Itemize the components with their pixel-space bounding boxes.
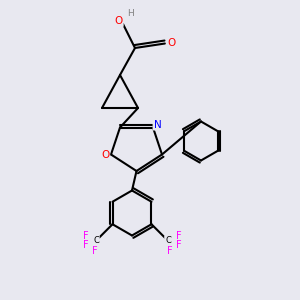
Text: O: O (101, 149, 109, 160)
Text: F: F (83, 231, 88, 241)
Text: F: F (83, 240, 88, 250)
Text: F: F (167, 246, 172, 256)
Text: N: N (154, 119, 161, 130)
Text: C: C (165, 236, 171, 245)
Text: H: H (127, 9, 134, 18)
Text: F: F (176, 240, 181, 250)
Text: F: F (92, 246, 97, 256)
Text: F: F (176, 231, 181, 241)
Text: C: C (93, 236, 99, 245)
Text: O: O (114, 16, 123, 26)
Text: O: O (167, 38, 175, 49)
